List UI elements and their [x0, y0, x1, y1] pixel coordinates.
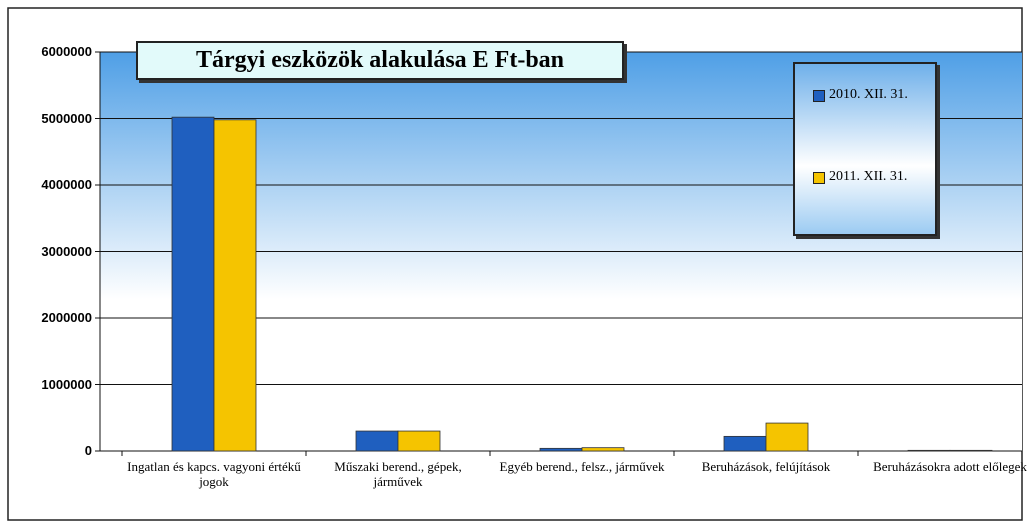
- bar: [539, 447, 583, 452]
- bar: [397, 430, 441, 452]
- bar: [907, 449, 951, 452]
- legend-entry: 2011. XII. 31.: [813, 168, 929, 186]
- legend: 2010. XII. 31. 2011. XII. 31.: [793, 62, 937, 236]
- bar: [723, 435, 767, 452]
- y-tick-label: 6000000: [41, 44, 92, 59]
- y-tick-label: 2000000: [41, 310, 92, 325]
- y-tick-label: 4000000: [41, 177, 92, 192]
- bar: [765, 422, 809, 452]
- y-tick-label: 5000000: [41, 110, 92, 126]
- bar: [949, 449, 993, 452]
- x-tick-label: Ingatlan és kapcs. vagyoni értékű jogok: [127, 459, 301, 489]
- y-tick-label: 1000000: [41, 376, 92, 392]
- y-tick-label: 0: [84, 443, 92, 458]
- chart-title: Tárgyi eszközök alakulása E Ft-ban: [136, 41, 624, 80]
- legend-swatch: [813, 90, 825, 102]
- legend-entry: 2010. XII. 31.: [813, 86, 929, 104]
- bar: [355, 430, 399, 452]
- bar: [213, 119, 257, 452]
- legend-label: 2010. XII. 31.: [829, 87, 908, 102]
- x-tick-label: Műszaki berend., gépek, járművek: [334, 459, 462, 489]
- y-tick-label: 3000000: [41, 243, 92, 259]
- bar: [171, 116, 215, 452]
- legend-label: 2011. XII. 31.: [829, 169, 908, 184]
- x-tick-label: Egyéb berend., felsz., járművek: [499, 459, 665, 474]
- bar: [581, 447, 625, 452]
- legend-swatch: [813, 172, 825, 184]
- x-tick-label: Beruházások, felújítások: [701, 459, 831, 474]
- x-tick-label: Beruházásokra adott előlegek: [873, 459, 1027, 474]
